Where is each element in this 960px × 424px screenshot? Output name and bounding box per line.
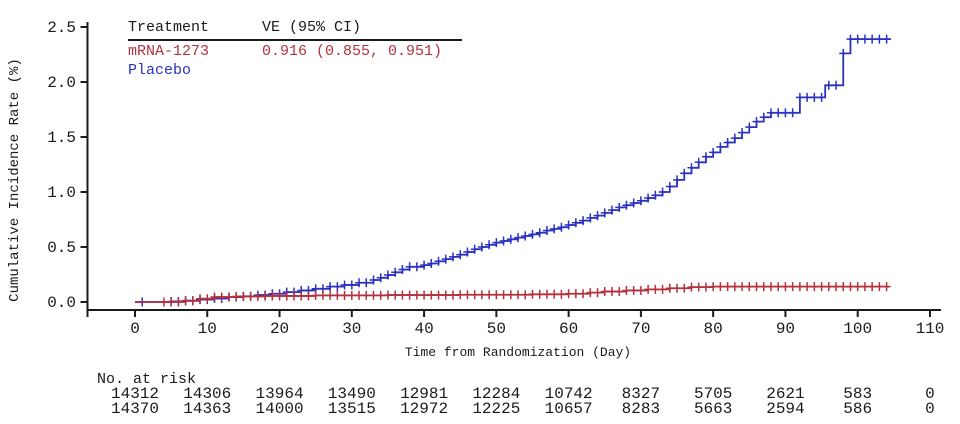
y-tick-label: 0.5: [47, 239, 76, 257]
x-tick-label: 80: [704, 320, 723, 338]
risk-count-mrna-1273: 14312: [111, 385, 159, 403]
risk-count-placebo: 13515: [328, 400, 376, 418]
risk-count-mrna-1273: 8327: [622, 385, 660, 403]
y-tick-label: 1.0: [47, 184, 76, 202]
y-tick-label: 1.5: [47, 129, 76, 147]
x-axis-title: Time from Randomization (Day): [404, 345, 632, 360]
risk-count-placebo: 5663: [694, 400, 732, 418]
y-tick-label: 2.5: [47, 19, 76, 37]
risk-count-mrna-1273: 14306: [183, 385, 231, 403]
risk-count-mrna-1273: 5705: [694, 385, 732, 403]
legend-row-mrna-1273: mRNA-1273 0.916 (0.855, 0.951): [128, 44, 462, 60]
legend-header-treatment: Treatment: [128, 19, 210, 36]
legend-header-ve: VE (95% CI): [262, 19, 362, 36]
x-tick-label: 90: [776, 320, 795, 338]
x-tick-label: 20: [270, 320, 289, 338]
legend-row-placebo: Placebo: [128, 63, 462, 79]
legend-header-row: Treatment VE (95% CI): [128, 20, 462, 41]
risk-count-mrna-1273: 13964: [256, 385, 304, 403]
risk-count-mrna-1273: 10742: [545, 385, 593, 403]
risk-table-label: No. at risk: [97, 371, 197, 388]
x-tick-label: 50: [487, 320, 506, 338]
x-tick-label: 70: [631, 320, 650, 338]
legend-label-placebo: Placebo: [128, 62, 192, 79]
legend-label-mrna-1273: mRNA-1273: [128, 43, 210, 60]
x-tick-label: 60: [559, 320, 578, 338]
risk-count-placebo: 14000: [256, 400, 304, 418]
risk-count-placebo: 14363: [183, 400, 231, 418]
x-tick-label: 30: [342, 320, 361, 338]
risk-count-placebo: 0: [925, 400, 935, 418]
risk-count-placebo: 12972: [400, 400, 448, 418]
x-tick-label: 0: [130, 320, 140, 338]
y-tick-label: 2.0: [47, 74, 76, 92]
x-tick-label: 110: [916, 320, 945, 338]
risk-count-mrna-1273: 2621: [766, 385, 804, 403]
y-axis-title: Cumulative Incidence Rate (%): [7, 58, 23, 302]
x-tick-label: 10: [198, 320, 217, 338]
risk-count-placebo: 12225: [472, 400, 520, 418]
risk-count-placebo: 2594: [766, 400, 804, 418]
risk-count-mrna-1273: 13490: [328, 385, 376, 403]
risk-count-placebo: 14370: [111, 400, 159, 418]
legend-ve-value-mrna-1273: 0.916 (0.855, 0.951): [262, 43, 443, 60]
y-tick-label: 0.0: [47, 294, 76, 312]
risk-count-mrna-1273: 12284: [472, 385, 520, 403]
risk-count-mrna-1273: 0: [925, 385, 935, 403]
legend-box: Treatment VE (95% CI) mRNA-1273 0.916 (0…: [128, 20, 462, 79]
risk-count-placebo: 586: [843, 400, 872, 418]
risk-count-placebo: 10657: [545, 400, 593, 418]
mrna-1273-censor-marks: [159, 282, 891, 307]
x-tick-label: 40: [414, 320, 433, 338]
risk-count-mrna-1273: 583: [843, 385, 872, 403]
risk-count-placebo: 8283: [622, 400, 660, 418]
risk-count-mrna-1273: 12981: [400, 385, 448, 403]
x-tick-label: 100: [843, 320, 872, 338]
